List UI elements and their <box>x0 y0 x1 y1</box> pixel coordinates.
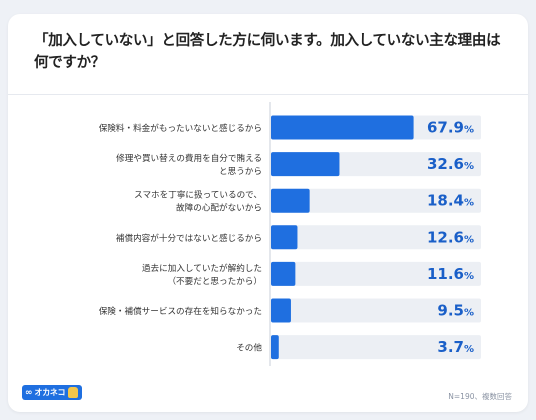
data-label: 18.4% <box>427 192 474 210</box>
cat-mascot-icon <box>68 387 79 398</box>
bar <box>271 335 279 360</box>
data-label-unit: % <box>464 161 474 172</box>
data-label-value: 18.4 <box>427 192 464 210</box>
bar <box>271 152 340 177</box>
bar-track <box>271 335 481 360</box>
category-label: 故障の心配がないから <box>176 202 262 214</box>
data-label: 11.6% <box>427 265 474 283</box>
survey-card: 「加入していない」と回答した方に伺います。加入していない主な理由は何ですか？ 6… <box>8 14 528 412</box>
data-label-unit: % <box>464 198 474 209</box>
category-label: スマホを丁寧に扱っているので、 <box>134 189 262 201</box>
data-label-unit: % <box>464 234 474 245</box>
data-label: 3.7% <box>437 338 474 356</box>
data-label-value: 3.7 <box>437 338 464 356</box>
data-label-value: 9.5 <box>437 302 464 320</box>
chart-title: 「加入していない」と回答した方に伺います。加入していない主な理由は何ですか？ <box>34 33 501 71</box>
data-label: 67.9% <box>427 119 474 137</box>
okaneko-logo: ∞ オカネコ <box>22 385 83 400</box>
data-label-unit: % <box>464 308 474 319</box>
bar <box>271 188 310 213</box>
bar <box>271 261 296 286</box>
category-label: その他 <box>236 342 262 354</box>
data-label: 9.5% <box>437 302 474 320</box>
category-label: 過去に加入していたが解約した <box>142 262 262 274</box>
data-label-value: 11.6 <box>427 265 464 283</box>
bar-track <box>271 261 481 286</box>
title-divider <box>8 94 528 95</box>
category-label: （不要だと思ったから） <box>167 276 262 287</box>
data-label-unit: % <box>464 344 474 355</box>
category-label: 補償内容が十分ではないと感じるから <box>116 232 262 244</box>
bar <box>271 225 298 250</box>
bar-track <box>271 298 481 323</box>
data-label: 12.6% <box>427 228 474 246</box>
bar-track <box>271 188 481 213</box>
data-label: 32.6% <box>427 155 474 173</box>
data-label-value: 67.9 <box>427 119 464 137</box>
sample-size-note: N=190、複数回答 <box>448 392 512 401</box>
infinity-icon: ∞ <box>25 387 33 398</box>
data-label-value: 12.6 <box>427 228 464 246</box>
data-label-unit: % <box>464 271 474 282</box>
data-label-value: 32.6 <box>427 155 464 173</box>
bar-chart: 67.9% 保険料・料金がもったいないと感じるから 32.6% 修理や買い替えの費用を… <box>99 102 481 366</box>
data-label-unit: % <box>464 125 474 136</box>
category-label: 保険料・料金がもったいないと感じるから <box>99 122 262 134</box>
category-label: 保険・補償サービスの存在を知らなかった <box>99 305 262 317</box>
logo-text: オカネコ <box>34 388 66 397</box>
bar <box>271 115 414 140</box>
bar-track <box>271 225 481 250</box>
category-label: 修理や買い替えの費用を自分で賄える <box>116 152 262 164</box>
bar <box>271 298 291 323</box>
category-label: と思うから <box>219 166 262 177</box>
